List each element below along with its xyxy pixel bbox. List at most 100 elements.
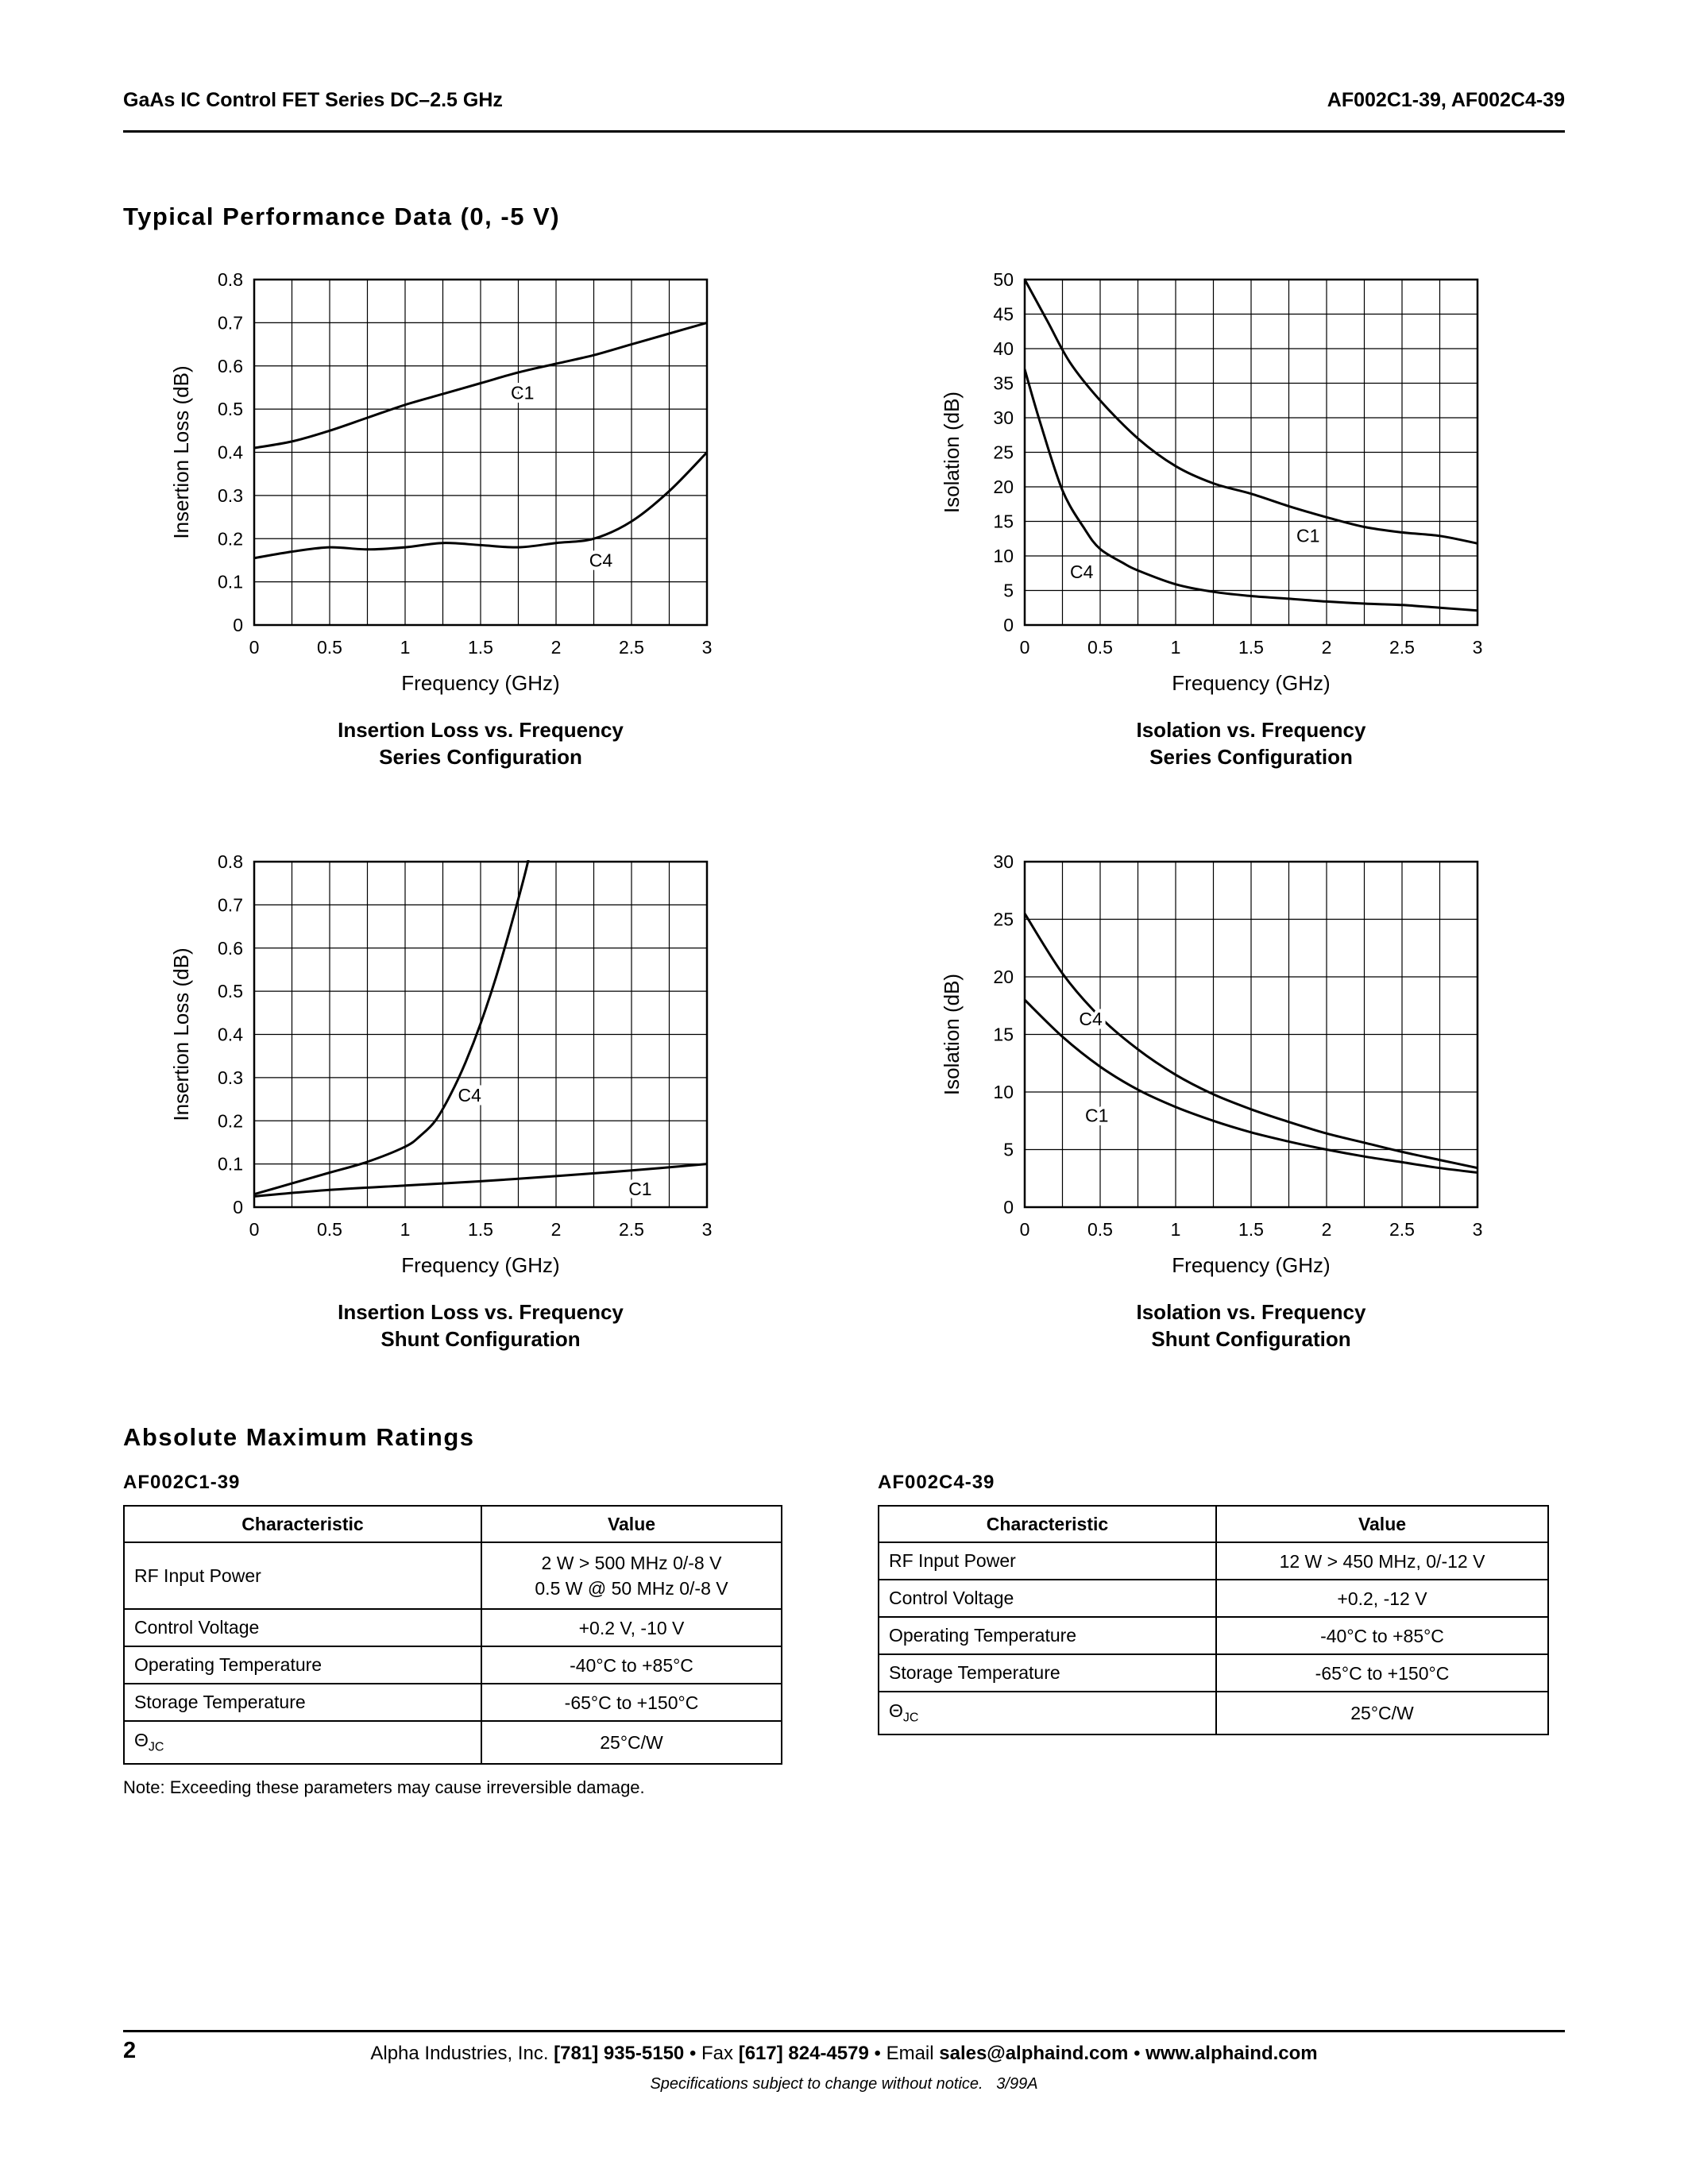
- table-row: ΘJC 25°C/W: [123, 1720, 782, 1765]
- y-tick-label: 0.7: [218, 312, 243, 333]
- footer-contact-text: • Fax: [684, 2043, 739, 2064]
- ratings-table: Characteristic Value RF Input Power 12 W…: [878, 1505, 1549, 1735]
- value-cell: 2 W > 500 MHz 0/-8 V 0.5 W @ 50 MHz 0/-8…: [481, 1542, 782, 1610]
- curve-label-C4: C4: [1079, 1009, 1103, 1029]
- x-tick-label: 0.5: [317, 1219, 342, 1240]
- chart-insertion-loss-series: C1 C4 0 0.5 1 1.5 2 2.5 3 0 0.1 0.2 0.3 0.4 0.5 0.6 0.7 0…: [163, 270, 721, 769]
- y-tick-label: 30: [993, 852, 1014, 872]
- col-header-value: Value: [481, 1505, 782, 1543]
- footer-disclaimer: Specifications subject to change without…: [650, 2075, 1038, 2093]
- table-header-row: Characteristic Value: [123, 1505, 782, 1543]
- y-tick-label: 20: [993, 477, 1014, 497]
- table-row: Control Voltage +0.2, -12 V: [878, 1579, 1549, 1618]
- curve-C4: [254, 860, 530, 1196]
- curve-label-C1: C1: [511, 383, 534, 403]
- value-line1: 2 W > 500 MHz 0/-8 V: [541, 1553, 722, 1573]
- x-tick-label: 3: [1473, 637, 1483, 658]
- chart-isolation-shunt: C4 C1 0 0.5 1 1.5 2 2.5 3 0 5 10 15 20 25 30 Frequency (…: [933, 852, 1492, 1351]
- x-axis-title: Frequency (GHz): [1172, 1253, 1330, 1277]
- footer-contact-text: •: [1128, 2043, 1146, 2064]
- header-rule: [123, 130, 1565, 133]
- table-row: Storage Temperature -65°C to +150°C: [878, 1653, 1549, 1692]
- value-cell: 12 W > 450 MHz, 0/-12 V: [1215, 1542, 1549, 1580]
- x-tick-label: 0.5: [1087, 637, 1113, 658]
- chart-caption: Insertion Loss vs. Frequency Shunt Confi…: [254, 1298, 707, 1352]
- value-cell: +0.2 V, -10 V: [481, 1608, 782, 1647]
- ratings-table-block-af002c4-39: AF002C4-39 Characteristic Value RF Input…: [878, 1472, 1549, 1735]
- x-tick-label: 1: [1171, 1219, 1181, 1240]
- table-part-label: AF002C4-39: [878, 1472, 995, 1493]
- footer-contact-text: • Email: [868, 2043, 940, 2064]
- value-cell: 25°C/W: [1215, 1691, 1549, 1735]
- y-tick-label: 0.4: [218, 442, 243, 463]
- plot-border: [1023, 860, 1479, 1209]
- x-tick-label: 2.5: [1389, 637, 1415, 658]
- table-row: RF Input Power 2 W > 500 MHz 0/-8 V 0.5 …: [123, 1542, 782, 1610]
- x-tick-label: 1.5: [468, 637, 493, 658]
- caption-line1: Isolation vs. Frequency: [1136, 1300, 1366, 1324]
- table-row: Operating Temperature -40°C to +85°C: [878, 1616, 1549, 1655]
- table-note: Note: Exceeding these parameters may cau…: [123, 1777, 645, 1797]
- header-product-line: GaAs IC Control FET Series DC–2.5 GHz: [123, 89, 503, 111]
- chart-isolation-series: C1 C4 0 0.5 1 1.5 2 2.5 3 0 5 10 15 20 25 30 35 40 45 50 Fre…: [933, 270, 1492, 769]
- y-tick-label: 35: [993, 373, 1014, 394]
- y-tick-label: 25: [993, 909, 1014, 930]
- footer-contact-line: Alpha Industries, Inc. [781] 935-5150 • …: [123, 2043, 1565, 2065]
- characteristic-cell: Control Voltage: [878, 1579, 1217, 1618]
- plot-svg: C1 C4 0 0.5 1 1.5 2 2.5 3 0 0.1 0.2 0.3 0.4 0.5 0.6 0.7 0…: [169, 270, 712, 695]
- y-tick-label: 50: [993, 270, 1014, 290]
- x-tick-label: 2.5: [619, 637, 644, 658]
- characteristic-cell: Operating Temperature: [123, 1646, 482, 1684]
- y-tick-label: 15: [993, 1024, 1014, 1045]
- x-axis-title: Frequency (GHz): [401, 1253, 559, 1277]
- y-axis-title: Isolation (dB): [940, 974, 964, 1095]
- footer-contact-bold: [617] 824-4579: [738, 2043, 869, 2064]
- curve-label-C1: C1: [1085, 1106, 1108, 1126]
- caption-line2: Shunt Configuration: [1151, 1327, 1351, 1351]
- theta-subscript: JC: [148, 1740, 164, 1754]
- y-tick-label: 0.3: [218, 485, 243, 506]
- y-tick-label: 0.7: [218, 894, 243, 915]
- value-cell: -65°C to +150°C: [481, 1683, 782, 1722]
- x-axis-title: Frequency (GHz): [1172, 671, 1330, 695]
- value-line2: 0.5 W @ 50 MHz 0/-8 V: [535, 1578, 728, 1599]
- y-tick-label: 0.2: [218, 528, 243, 549]
- section-title-performance: Typical Performance Data (0, -5 V): [123, 203, 561, 230]
- x-tick-label: 1.5: [1238, 1219, 1264, 1240]
- ratings-table-block-af002c1-39: AF002C1-39 Characteristic Value RF Input…: [123, 1472, 782, 1765]
- value-cell: -65°C to +150°C: [1215, 1653, 1549, 1692]
- y-tick-label: 10: [993, 546, 1014, 566]
- y-tick-label: 0: [1003, 1197, 1014, 1217]
- table-row: Storage Temperature -65°C to +150°C: [123, 1683, 782, 1722]
- y-tick-label: 0.8: [218, 852, 243, 872]
- x-tick-label: 2: [551, 1219, 562, 1240]
- characteristic-cell: RF Input Power: [878, 1542, 1217, 1580]
- table-row: RF Input Power 12 W > 450 MHz, 0/-12 V: [878, 1542, 1549, 1580]
- table-row: Operating Temperature -40°C to +85°C: [123, 1646, 782, 1684]
- x-tick-label: 2: [1322, 637, 1332, 658]
- y-tick-label: 0: [233, 1197, 243, 1217]
- characteristic-cell: RF Input Power: [123, 1542, 482, 1610]
- col-header-value: Value: [1215, 1505, 1549, 1543]
- curve-C4: [1025, 368, 1477, 612]
- curve-label-C4: C4: [1070, 561, 1094, 582]
- y-axis-title: Insertion Loss (dB): [169, 365, 193, 538]
- caption-line2: Series Configuration: [379, 745, 582, 769]
- x-tick-label: 2.5: [619, 1219, 644, 1240]
- y-tick-label: 20: [993, 967, 1014, 987]
- y-tick-label: 0.4: [218, 1024, 243, 1045]
- x-tick-label: 2.5: [1389, 1219, 1415, 1240]
- characteristic-cell: ΘJC: [123, 1720, 482, 1765]
- y-tick-label: 0.2: [218, 1110, 243, 1131]
- y-tick-label: 0.6: [218, 938, 243, 959]
- header-part-numbers: AF002C1-39, AF002C4-39: [1327, 89, 1565, 111]
- y-tick-label: 25: [993, 442, 1014, 463]
- characteristic-cell: Storage Temperature: [878, 1653, 1217, 1692]
- curve-C1: [254, 1163, 707, 1198]
- col-header-characteristic: Characteristic: [123, 1505, 482, 1543]
- y-tick-label: 5: [1003, 581, 1014, 601]
- x-tick-label: 1: [1171, 637, 1181, 658]
- y-tick-label: 0.1: [218, 572, 243, 592]
- x-tick-label: 0: [1020, 1219, 1030, 1240]
